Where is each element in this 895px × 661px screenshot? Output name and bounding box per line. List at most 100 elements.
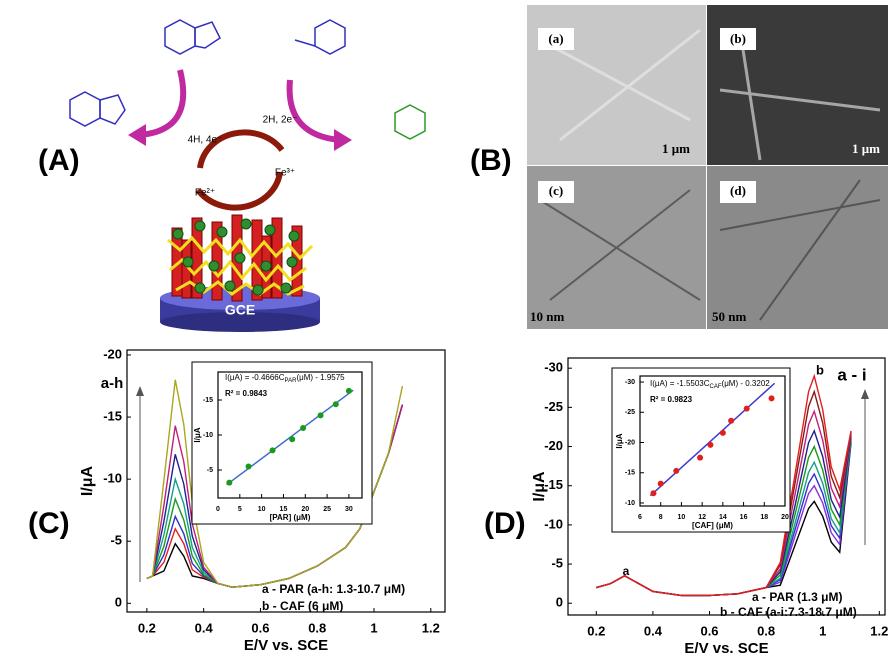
y-tick-label: -30: [544, 360, 563, 375]
panel-label: (B): [470, 144, 512, 177]
micrograph-label: (d): [730, 183, 746, 198]
x-tick-label: 0: [216, 506, 220, 513]
panel-label: (D): [484, 507, 526, 540]
y-tick-label: -15: [625, 470, 635, 477]
inset-y-label: I/μA: [615, 433, 624, 448]
x-tick-label: 1.2: [870, 623, 888, 638]
annotation: b - CAF (6 μM): [262, 599, 343, 613]
annotation: a - i: [837, 365, 866, 384]
annotation: b: [816, 362, 824, 377]
micrographs: [527, 5, 888, 329]
x-tick-label: 0.2: [138, 620, 156, 635]
annotation: a - PAR (a-h: 1.3-10.7 μM): [262, 582, 405, 596]
panel-label: (C): [28, 507, 70, 540]
y-tick-label: -5: [110, 533, 122, 548]
reaction-arrow: [290, 80, 340, 140]
y-axis-label: I/μA: [531, 471, 548, 502]
data-point: [720, 430, 726, 436]
x-tick-label: 18: [760, 514, 768, 521]
y-tick-label: -10: [103, 471, 122, 486]
panel-label: (A): [38, 144, 80, 177]
scale-bar: 1 μm: [662, 141, 690, 156]
data-point: [769, 395, 775, 401]
data-point: [289, 436, 295, 442]
x-tick-label: 0.8: [757, 623, 775, 638]
data-point: [650, 490, 656, 496]
x-tick-label: 16: [740, 514, 748, 521]
equation-part: (μM) - 1.9575: [296, 373, 345, 382]
x-tick-label: 6: [638, 514, 642, 521]
y-tick-label: -20: [103, 346, 122, 361]
arrow-head: [136, 386, 144, 396]
inset-y-label: I/μA: [193, 427, 202, 442]
inset-x-label: [PAR] (μM): [270, 513, 311, 522]
y-tick-label: -20: [544, 438, 563, 453]
data-point: [300, 425, 306, 431]
x-tick-label: 1.2: [422, 620, 440, 635]
data-point: [270, 447, 276, 453]
y-tick-label: -5: [207, 467, 213, 474]
data-point: [333, 401, 339, 407]
y-tick-label: -25: [625, 409, 635, 416]
x-tick-label: 20: [781, 514, 789, 521]
data-point: [744, 406, 750, 412]
figure: 4H, 4e⁻ 2H, 2e⁻ Fe²⁺ Fe³⁺ GCE (a) (b) (c…: [0, 0, 895, 661]
scheme: 4H, 4e⁻ 2H, 2e⁻ Fe²⁺ Fe³⁺ GCE: [70, 20, 425, 332]
molecules: [70, 20, 345, 126]
equation-part: (μM) - 0.3202: [722, 379, 771, 388]
arrow-head: [128, 124, 146, 146]
x-tick-label: 10: [678, 514, 686, 521]
data-point: [673, 468, 679, 474]
y-tick-label: -10: [625, 500, 635, 507]
x-tick-label: 0.8: [308, 620, 326, 635]
data-point: [658, 481, 664, 487]
equation-part: CAF: [710, 384, 722, 390]
data-point: [318, 412, 324, 418]
y-tick-label: -10: [544, 516, 563, 531]
x-tick-label: 0.6: [700, 623, 718, 638]
y-axis-label: I/μA: [79, 465, 96, 496]
x-tick-label: 1: [370, 620, 377, 635]
x-tick-label: 20: [301, 506, 309, 513]
y-tick-label: -10: [203, 432, 213, 439]
molecule: [395, 105, 425, 139]
x-tick-label: 1: [819, 623, 826, 638]
y-tick-label: 0: [115, 595, 122, 610]
reaction-label: 4H, 4e⁻: [188, 135, 223, 146]
micrograph-label: (c): [549, 183, 563, 198]
micrograph-label: (b): [730, 31, 746, 46]
r-squared: R² = 0.9843: [225, 389, 268, 398]
r-squared: R² = 0.9823: [650, 395, 693, 404]
scale-bar: 50 nm: [712, 309, 746, 324]
data-point: [697, 455, 703, 461]
y-tick-label: -20: [625, 439, 635, 446]
data-point: [346, 388, 352, 394]
annotation: a: [623, 564, 630, 578]
x-tick-label: 8: [659, 514, 663, 521]
annotation: a-h: [101, 375, 124, 392]
y-tick-label: -25: [544, 399, 563, 414]
y-tick-label: -15: [103, 408, 122, 423]
x-axis-label: E/V vs. SCE: [684, 640, 768, 657]
inset-x-label: [CAF] (μM): [692, 521, 733, 530]
x-tick-label: 0.4: [644, 623, 663, 638]
iron-label: Fe³⁺: [275, 168, 295, 179]
x-tick-label: 25: [323, 506, 331, 513]
equation-part: I(μA) = -0.4666C: [225, 373, 285, 382]
equation-part: I(μA) = -1.5503C: [650, 379, 710, 388]
micrograph-label: (a): [548, 31, 563, 46]
arrow-head: [334, 129, 352, 151]
scale-bar: 10 nm: [530, 309, 564, 324]
x-tick-label: 12: [698, 514, 706, 521]
y-tick-label: 0: [556, 595, 563, 610]
equation-part: PAR: [285, 378, 298, 384]
electrode-label: GCE: [225, 302, 255, 318]
y-tick-label: -5: [551, 556, 563, 571]
x-axis-label: E/V vs. SCE: [244, 637, 328, 654]
x-tick-label: 0.6: [251, 620, 269, 635]
data-point: [707, 442, 713, 448]
reaction-arrow: [140, 70, 183, 135]
x-tick-label: 14: [719, 514, 727, 521]
annotation: b - CAF (a-i:7.3-18.7 μM): [720, 605, 857, 619]
x-tick-label: 0.4: [195, 620, 214, 635]
